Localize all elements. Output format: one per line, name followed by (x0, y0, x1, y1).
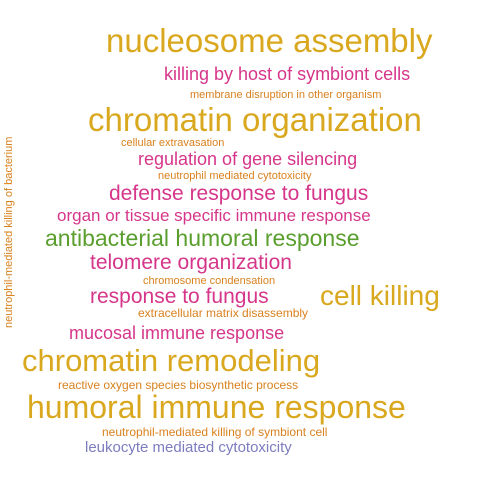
word-cell-killing: cell killing (320, 280, 440, 311)
word-response-to-fungus: response to fungus (90, 285, 269, 308)
word-reactive-oxygen-species-biosynthetic-process: reactive oxygen species biosynthetic pro… (58, 378, 299, 392)
word-defense-response-to-fungus: defense response to fungus (109, 182, 369, 205)
word-telomere-organization: telomere organization (90, 251, 292, 274)
word-chromatin-remodeling: chromatin remodeling (22, 343, 321, 378)
word-organ-or-tissue-specific-immune-response: organ or tissue specific immune response (57, 206, 371, 225)
word-leukocyte-mediated-cytotoxicity: leukocyte mediated cytotoxicity (85, 439, 292, 456)
word-killing-by-host-of-symbiont-cells: killing by host of symbiont cells (164, 64, 411, 84)
word-neutrophil-mediated-cytotoxicity: neutrophil mediated cytotoxicity (158, 170, 312, 182)
word-mucosal-immune-response: mucosal immune response (69, 323, 285, 343)
word-cellular-extravasation: cellular extravasation (121, 137, 225, 149)
word-humoral-immune-response: humoral immune response (27, 389, 406, 425)
word-chromosome-condensation: chromosome condensation (143, 275, 276, 287)
word-chromatin-organization: chromatin organization (88, 101, 422, 138)
word-neutrophil-mediated-killing-of-bacterium: neutrophil-mediated killing of bacterium (3, 136, 15, 328)
word-regulation-of-gene-silencing: regulation of gene silencing (138, 149, 358, 169)
word-antibacterial-humoral-response: antibacterial humoral response (45, 225, 360, 251)
word-membrane-disruption-in-other-organism: membrane disruption in other organism (190, 89, 382, 101)
word-nucleosome-assembly: nucleosome assembly (106, 22, 433, 59)
word-neutrophil-mediated-killing-of-symbiont-cell: neutrophil-mediated killing of symbiont … (102, 425, 328, 439)
word-extracellular-matrix-disassembly: extracellular matrix disassembly (138, 306, 309, 320)
